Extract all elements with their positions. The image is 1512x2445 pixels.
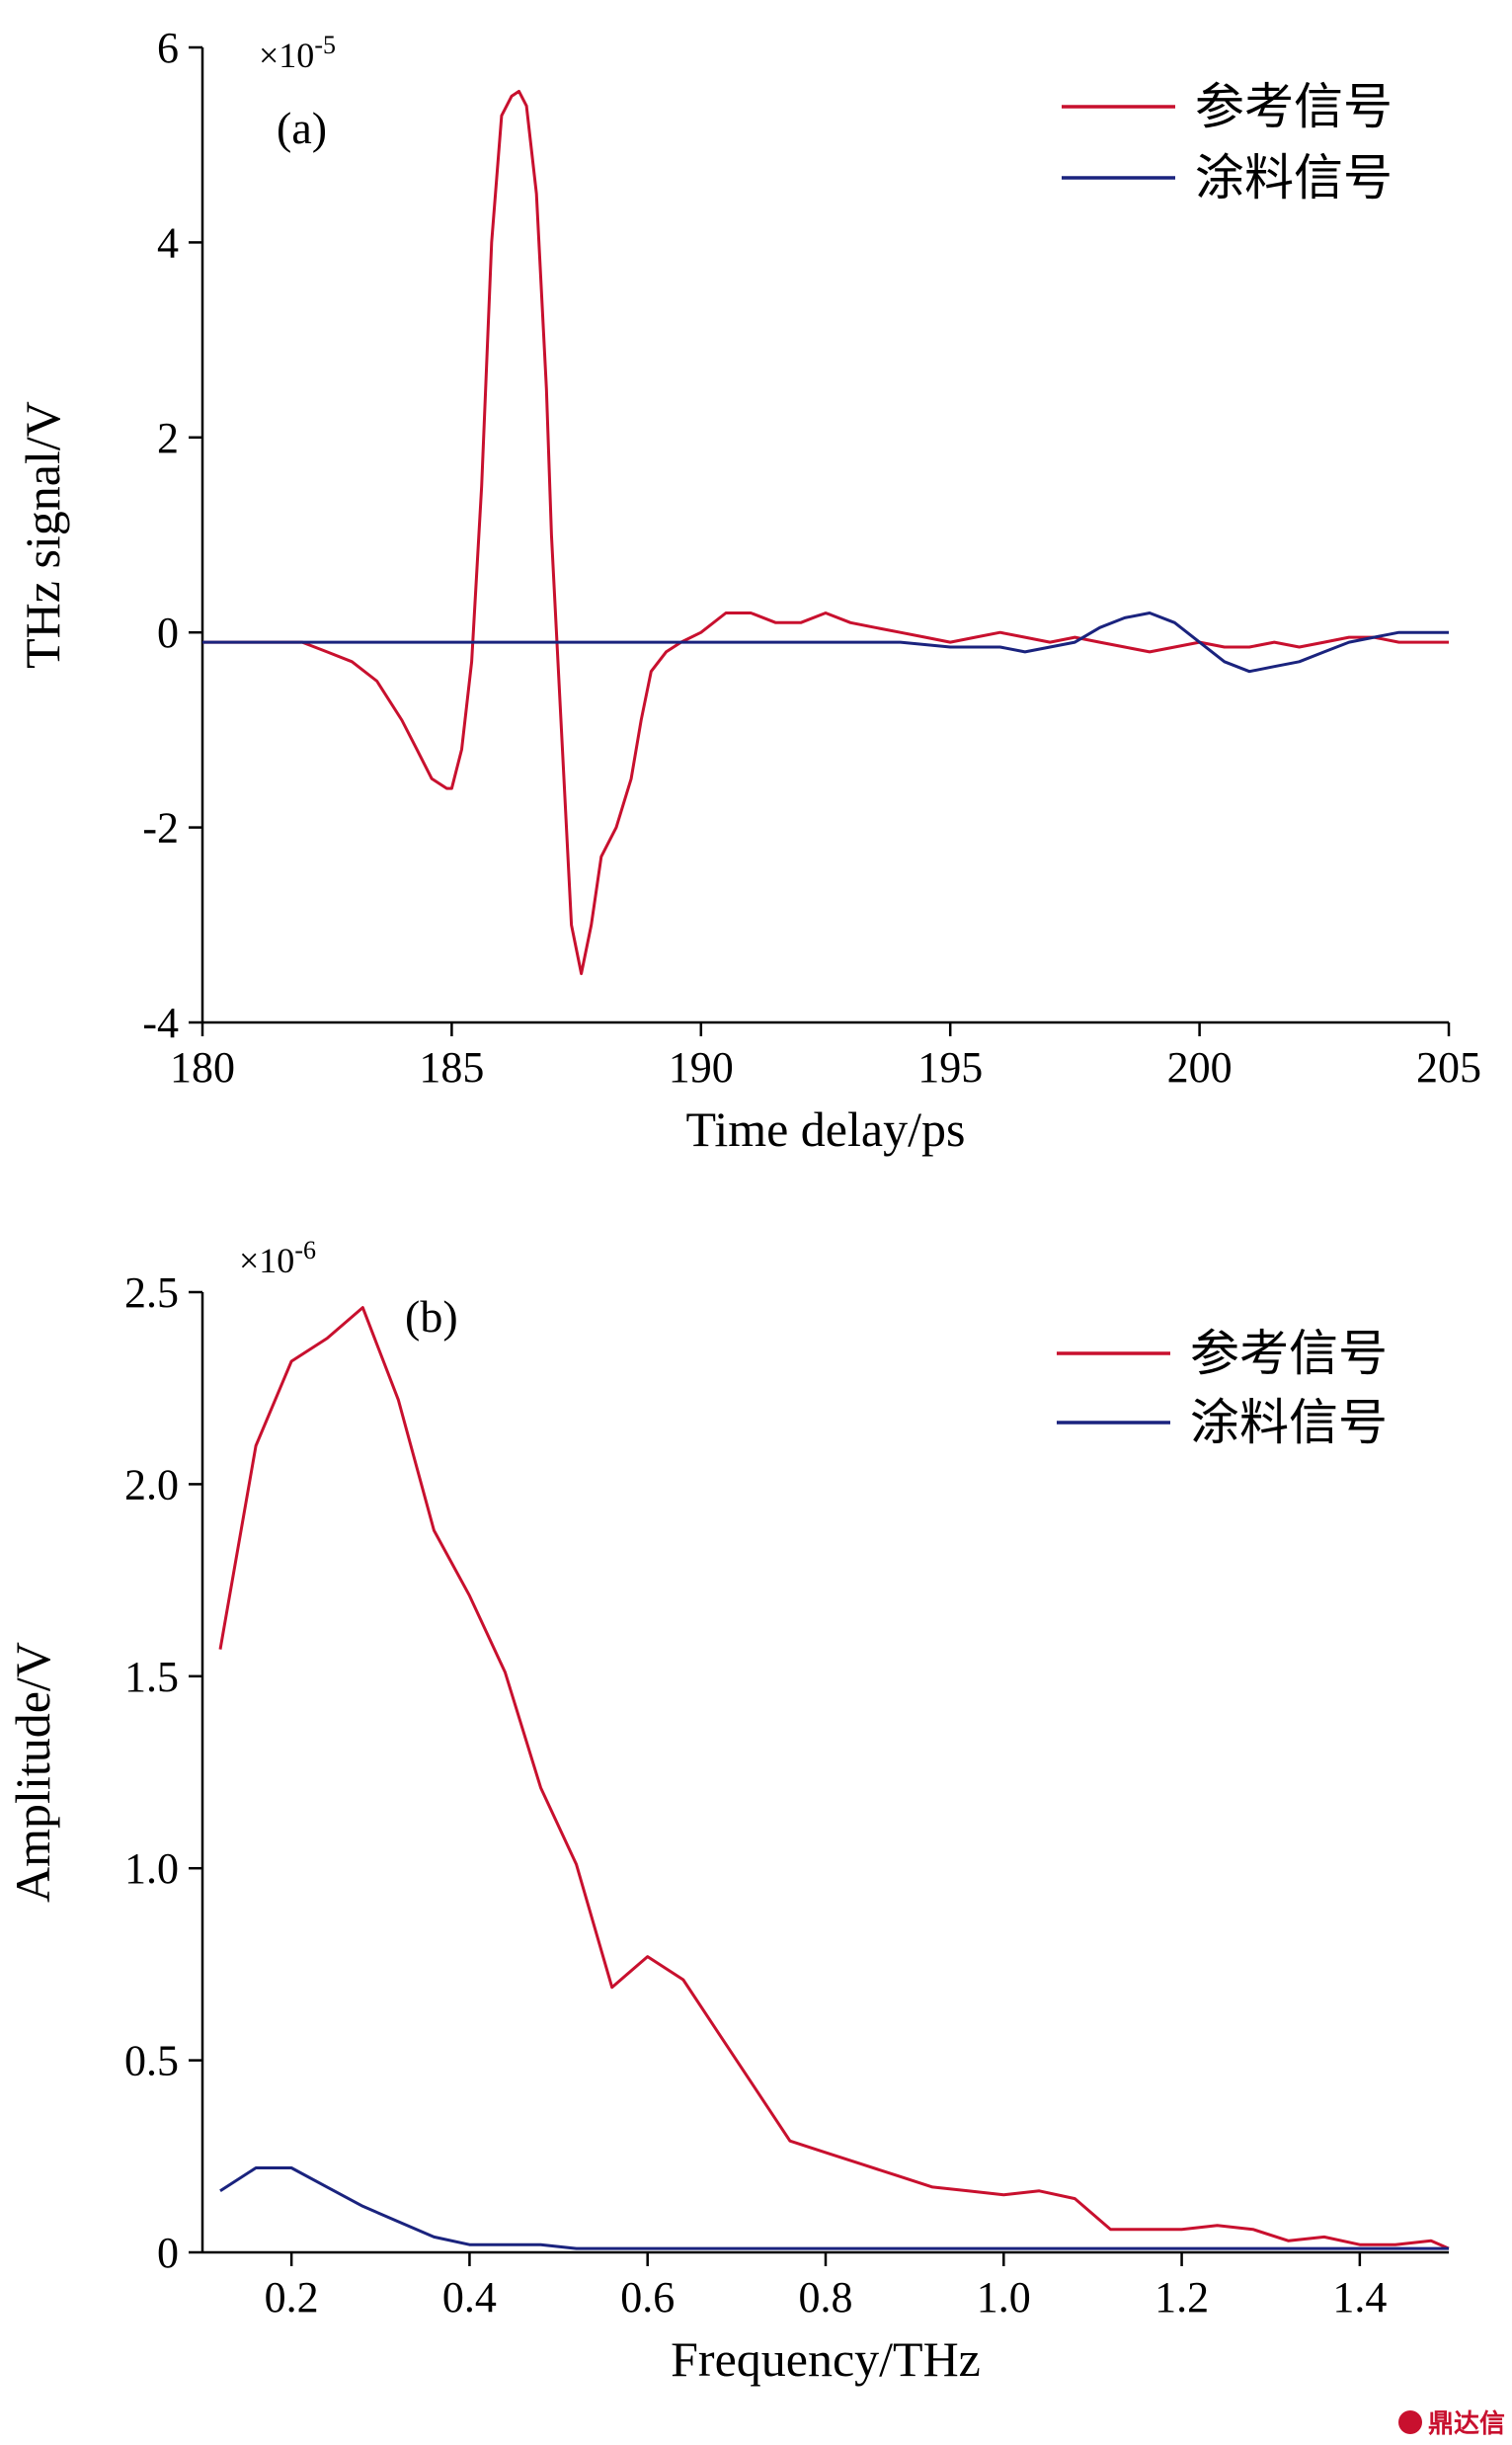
panel-label: (b) — [405, 1291, 458, 1342]
x-axis-label: Time delay/ps — [686, 1101, 966, 1157]
x-tick-label: 0.6 — [620, 2273, 675, 2322]
x-tick-label: 185 — [419, 1043, 484, 1092]
y-tick-label: 2 — [157, 414, 179, 462]
y-tick-label: -4 — [142, 999, 179, 1047]
y-tick-label: -2 — [142, 804, 179, 853]
chart-b: 0 0.5 1.0 1.5 2.0 2.5 0.2 0.4 0.6 0.8 1.0 1.2 1.4 Fre… — [5, 1236, 1450, 2387]
panel-label: (a) — [277, 103, 327, 153]
x-tick-label: 195 — [917, 1043, 983, 1092]
y-tick-label: 6 — [157, 24, 179, 72]
x-tick-label: 0.4 — [442, 2273, 497, 2322]
x-tick-label: 190 — [669, 1043, 734, 1092]
y-tick-label: 0 — [157, 2229, 179, 2277]
x-tick-label: 1.4 — [1332, 2273, 1387, 2322]
y-tick-label: 1.0 — [124, 1844, 179, 1893]
x-tick-label: 180 — [170, 1043, 235, 1092]
legend-label: 涂料信号 — [1195, 149, 1393, 206]
x-tick-label: 1.0 — [977, 2273, 1031, 2322]
y-tick-label: 2.5 — [124, 1268, 179, 1317]
watermark-text: 鼎达信 — [1428, 2409, 1505, 2439]
chart-a: -4 -2 0 2 4 6 180 185 190 195 200 205 Time delay/ps T… — [15, 24, 1481, 1157]
x-tick-label: 200 — [1167, 1043, 1233, 1092]
x-tick-label: 0.2 — [265, 2273, 319, 2322]
y-multiplier-label: ×10-6 — [239, 1236, 316, 1280]
y-tick-label: 0 — [157, 609, 179, 657]
y-tick-label: 2.0 — [124, 1460, 179, 1508]
x-tick-label: 205 — [1416, 1043, 1481, 1092]
series-line-coating — [202, 611, 1449, 674]
y-tick-label: 0.5 — [124, 2037, 179, 2085]
x-tick-label: 1.2 — [1154, 2273, 1209, 2322]
y-tick-label: 1.5 — [124, 1653, 179, 1701]
x-axis-label: Frequency/THz — [671, 2331, 981, 2387]
series-line-reference — [218, 1306, 1450, 2250]
y-tick-label: 4 — [157, 218, 179, 267]
x-tick-label: 0.8 — [799, 2273, 853, 2322]
watermark: 鼎达信 — [1398, 2409, 1505, 2439]
y-axis-label: THz signal/V — [15, 401, 70, 669]
y-multiplier-label: ×10-5 — [259, 31, 336, 75]
y-axis-label: Amplitude/V — [5, 1642, 60, 1903]
legend-label: 参考信号 — [1195, 78, 1393, 135]
legend-label: 涂料信号 — [1190, 1394, 1388, 1451]
watermark-logo-icon — [1398, 2410, 1422, 2434]
series-line-coating — [219, 2166, 1449, 2250]
legend-label: 参考信号 — [1190, 1325, 1388, 1382]
series-line-reference — [202, 89, 1449, 976]
